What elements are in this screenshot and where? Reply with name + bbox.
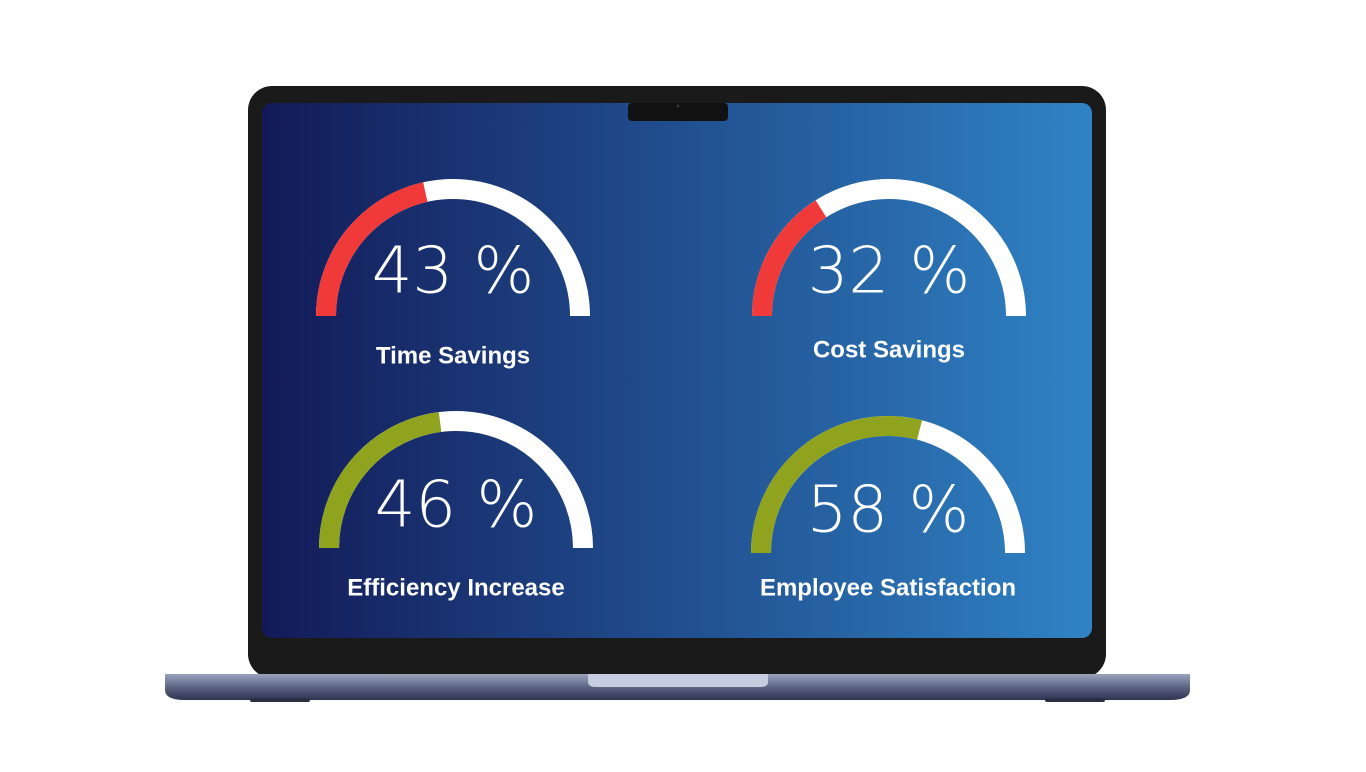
gauge-title: Time Savings bbox=[376, 342, 530, 369]
gauge-value-label: 32 % bbox=[808, 235, 971, 309]
gauge-value-arc bbox=[319, 412, 442, 549]
gauges: 43 % Time Savings 32 % Cost Savings 46 % Effi… bbox=[316, 179, 1026, 601]
gauge-title: Efficiency Increase bbox=[347, 574, 564, 601]
gauge-value-label: 46 % bbox=[375, 469, 538, 543]
gauge-value-label: 43 % bbox=[372, 235, 535, 309]
gauge-value-label: 58 % bbox=[807, 474, 970, 548]
trackpad-notch bbox=[588, 674, 768, 687]
gauge-title: Cost Savings bbox=[813, 336, 965, 363]
gauge-value-arc bbox=[316, 182, 428, 317]
foot bbox=[250, 698, 310, 702]
screen bbox=[262, 103, 1092, 638]
foot bbox=[1045, 698, 1105, 702]
gauge-title: Employee Satisfaction bbox=[760, 574, 1016, 601]
camera bbox=[676, 104, 680, 108]
gauge-value-arc bbox=[751, 416, 923, 554]
gauge-value-arc bbox=[752, 200, 827, 317]
notch bbox=[628, 103, 728, 121]
